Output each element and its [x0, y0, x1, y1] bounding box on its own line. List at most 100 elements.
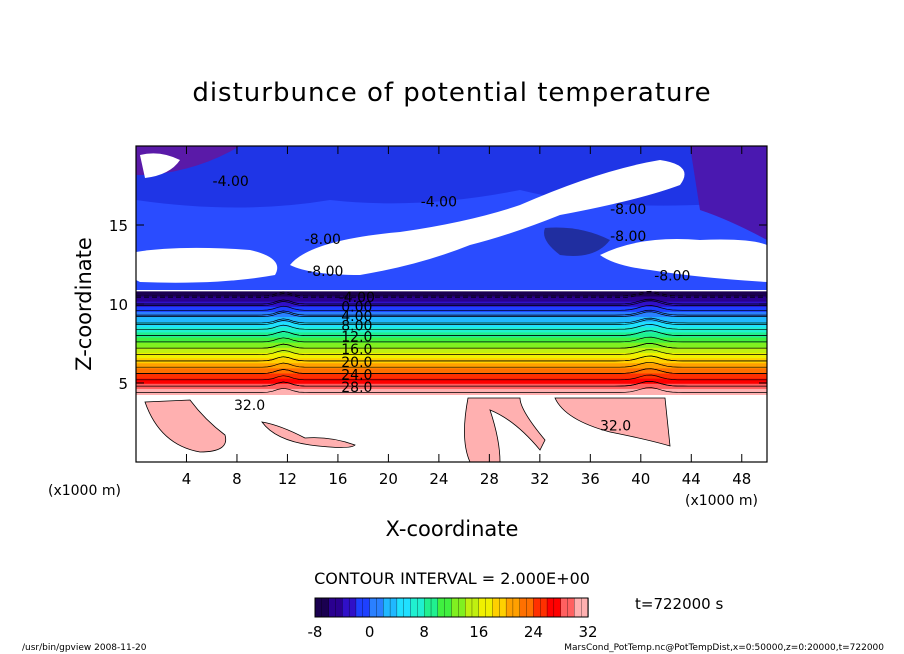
x-tick-label: 28: [480, 470, 499, 488]
contour-line: [136, 361, 767, 368]
contour-label: -4.00: [421, 194, 457, 210]
colorbar-cell: [369, 597, 378, 618]
contour-label: 8.00: [341, 319, 372, 335]
y-tick-label: 5: [118, 375, 128, 393]
x-tick-label: 44: [682, 470, 701, 488]
colorbar-cell: [410, 597, 419, 618]
white-gap: [140, 153, 180, 178]
contour-line: [136, 298, 767, 305]
colorbar-cell: [464, 597, 473, 618]
colorbar: [314, 597, 589, 618]
color-band: [136, 301, 767, 308]
color-band: [136, 291, 767, 298]
contour-line: [136, 343, 767, 349]
contour-label: -8.00: [305, 232, 341, 248]
color-band: [136, 322, 767, 329]
x-tick-label: 4: [182, 470, 192, 488]
colorbar-cell: [540, 597, 548, 618]
contour-line: [136, 309, 767, 316]
contour-line: [136, 300, 767, 306]
contour-line: [136, 387, 767, 393]
x-axis-label: X-coordinate: [386, 517, 519, 541]
contour-label: -8.00: [654, 269, 690, 285]
contour-label: -8.00: [307, 264, 343, 280]
color-band: [136, 342, 767, 349]
x-tick-label: 24: [429, 470, 448, 488]
x-tick-label: 40: [631, 470, 650, 488]
colorbar-tick-label: -8: [308, 623, 323, 641]
contour-line: [136, 336, 767, 343]
colorbar-tick-label: 16: [469, 623, 488, 641]
white-gap: [600, 239, 767, 282]
pink-patch: [554, 397, 671, 447]
x-tick-label: 8: [232, 470, 242, 488]
contour-line: [136, 349, 767, 355]
y-axis-ticks: 5 10 15: [109, 217, 767, 393]
colorbar-cell: [444, 597, 453, 618]
colorbar-ticks: -8 0 8 16 24 32: [308, 623, 598, 641]
color-band: [136, 347, 767, 354]
y-tick-label: 10: [109, 296, 128, 314]
colorbar-cell: [560, 597, 569, 618]
colorbar-cell: [567, 597, 576, 618]
contour-line: [136, 355, 767, 362]
color-band: [136, 378, 767, 385]
colorbar-cell: [314, 597, 323, 618]
x-tick-label: 36: [581, 470, 600, 488]
footer-right: MarsCond_PotTemp.nc@PotTempDist,x=0:5000…: [564, 643, 884, 653]
contour-line: [136, 324, 767, 330]
colorbar-cell: [355, 597, 364, 618]
contour-label: 32.0: [234, 398, 265, 414]
x-unit-label-left: (x1000 m): [48, 483, 121, 499]
colorbar-cell: [403, 597, 412, 618]
colorbar-cell: [342, 597, 350, 618]
contour-line: [136, 330, 767, 336]
y-axis-label: Z-coordinate: [72, 237, 96, 371]
colorbar-cell: [471, 597, 480, 618]
dark-eddy: [544, 227, 610, 256]
x-tick-label: 48: [732, 470, 751, 488]
colorbar-cell: [362, 597, 371, 618]
color-band: [136, 306, 767, 313]
lower-white-region: [136, 395, 767, 462]
colorbar-tick-label: 8: [419, 623, 429, 641]
colorbar-cell: [335, 597, 343, 618]
time-label: t=722000 s: [635, 595, 723, 613]
color-band: [136, 317, 767, 324]
colorbar-cell: [383, 597, 391, 618]
color-band: [136, 337, 767, 344]
contour-label: -4.00: [339, 290, 375, 306]
contour-label: 20.0: [341, 355, 372, 371]
white-gap: [136, 247, 278, 283]
colorbar-frame: [314, 597, 589, 618]
colorbar-tick-label: 32: [578, 623, 597, 641]
contour-label: -8.00: [610, 202, 646, 218]
color-band: [136, 368, 767, 375]
contour-label: 24.0: [341, 368, 372, 384]
pink-patch: [144, 399, 227, 453]
x-tick-label: 12: [278, 470, 297, 488]
contour-label: -4.00: [213, 174, 249, 190]
colorbar-cell: [376, 597, 384, 618]
color-band: [136, 327, 767, 334]
colorbar-cell: [328, 597, 337, 618]
pink-patch: [464, 397, 546, 462]
colorbar-cell: [492, 597, 500, 618]
contour-interval-label: CONTOUR INTERVAL = 2.000E+00: [314, 569, 590, 588]
x-axis-ticks: 4 8 12 16 20 24 28 32 36 40 44 48: [182, 146, 751, 488]
colorbar-cell: [396, 597, 405, 618]
contour-line: [136, 380, 767, 387]
colorbar-cell: [321, 597, 330, 618]
color-band: [136, 383, 767, 390]
color-band: [136, 296, 767, 303]
purple-patch-right: [690, 146, 767, 240]
color-band: [136, 373, 767, 380]
colorbar-cell: [437, 597, 446, 618]
white-gap: [290, 160, 685, 275]
color-band: [136, 363, 767, 370]
colorbar-cell: [546, 597, 555, 618]
contour-line: [136, 319, 767, 325]
contour-label: 32.0: [600, 419, 631, 435]
plot-area: 28.024.020.016.012.08.004.000.00-4.0032.…: [136, 146, 767, 462]
